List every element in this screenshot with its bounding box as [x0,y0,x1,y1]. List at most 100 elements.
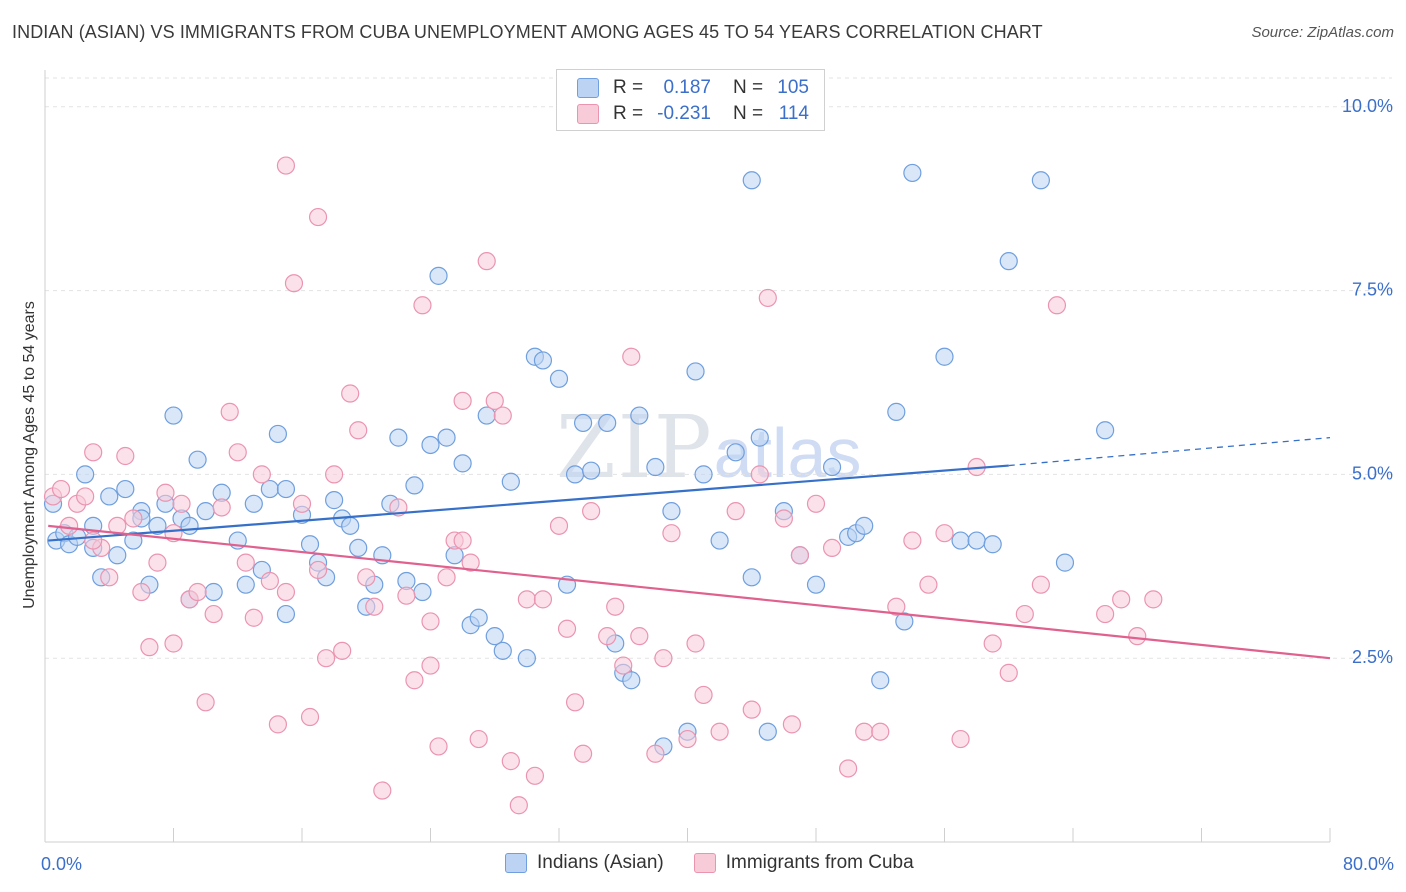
point-cuba [164,634,183,653]
point-indians [983,535,1002,554]
series-name-indians: Indians (Asian) [537,852,664,873]
point-indians [895,612,914,631]
series-swatch-cuba [693,853,716,873]
point-indians [501,472,520,491]
point-indians [196,502,215,521]
point-cuba [517,590,536,609]
point-indians [76,465,95,484]
point-cuba [855,722,874,741]
point-cuba [1112,590,1131,609]
point-cuba [614,656,633,675]
y-tick-label: 5.0% [1352,463,1393,483]
point-indians [300,535,320,554]
point-indians [1031,171,1050,190]
point-cuba [276,156,296,175]
point-cuba [678,729,697,749]
point-cuba [212,498,231,517]
legend-row-cuba: R = -0.231 N = 114 [577,101,809,127]
point-cuba [413,296,432,315]
point-indians [164,406,183,425]
point-cuba [196,693,215,712]
point-indians [244,494,263,513]
point-cuba [774,509,793,528]
chart-title: INDIAN (ASIAN) VS IMMIGRANTS FROM CUBA U… [12,22,1043,42]
point-indians [413,582,432,602]
point-cuba [477,252,496,271]
series-legend-indians: Indians (Asian) [505,852,664,874]
point-indians [469,608,488,627]
point-cuba [485,391,504,410]
point-cuba [750,465,769,484]
point-indians [871,671,890,690]
point-cuba [903,531,922,550]
legend-swatch-cuba [577,104,599,124]
point-cuba [919,575,938,594]
point-indians [903,163,922,183]
point-cuba [790,546,810,565]
x-tick-label-min: 0.0% [41,854,82,874]
point-cuba [758,288,777,308]
point-cuba [565,693,585,712]
series-legend-cuba: Immigrants from Cuba [693,852,914,874]
point-indians [686,362,705,381]
point-cuba [156,483,175,502]
point-indians [806,575,826,594]
point-cuba [405,671,424,690]
y-tick-label: 7.5% [1352,280,1393,300]
point-cuba [983,634,1002,653]
point-cuba [573,744,593,763]
point-cuba [598,627,617,646]
point-indians [582,461,601,480]
point-cuba [228,443,247,462]
point-indians [999,252,1018,271]
x-tick-label-max: 80.0% [1343,854,1394,874]
point-indians [726,443,745,462]
point-cuba [1128,627,1147,646]
point-cuba [822,538,842,558]
point-indians [662,502,681,521]
point-cuba [606,597,625,616]
point-indians [1096,421,1115,440]
point-cuba [469,729,488,749]
point-cuba [871,722,890,741]
series-legend: Indians (Asian) Immigrants from Cuba [505,852,944,874]
point-indians [598,413,617,433]
point-cuba [148,553,167,572]
point-cuba [646,744,665,763]
point-indians [887,402,906,421]
point-indians [389,428,408,447]
point-cuba [549,516,569,535]
point-indians [116,479,135,499]
point-cuba [525,766,545,785]
point-cuba [132,582,151,602]
point-indians [148,516,167,535]
point-indians [951,531,970,550]
point-indians [405,476,424,495]
point-cuba [308,207,328,227]
point-indians [325,491,344,510]
point-cuba [284,274,304,293]
point-cuba [373,781,392,800]
point-cuba [357,568,376,587]
series-swatch-indians [505,853,527,873]
point-cuba [782,715,802,734]
point-indians [694,465,713,484]
point-cuba [308,560,328,580]
legend-r-value: 0.187 [663,77,711,98]
point-indians [750,428,769,447]
point-cuba [453,391,472,410]
point-indians [453,454,472,473]
point-cuba [188,582,207,602]
point-indians [630,406,649,425]
legend-n-label: N = [733,103,764,124]
point-cuba [333,641,352,660]
point-cuba [260,571,279,591]
point-indians [493,641,512,660]
point-cuba [1031,575,1050,594]
point-cuba [76,487,95,506]
point-cuba [533,590,553,609]
point-indians [855,516,874,535]
trend-line-cuba [48,524,1331,660]
point-cuba [686,634,705,653]
point-indians [276,479,296,499]
